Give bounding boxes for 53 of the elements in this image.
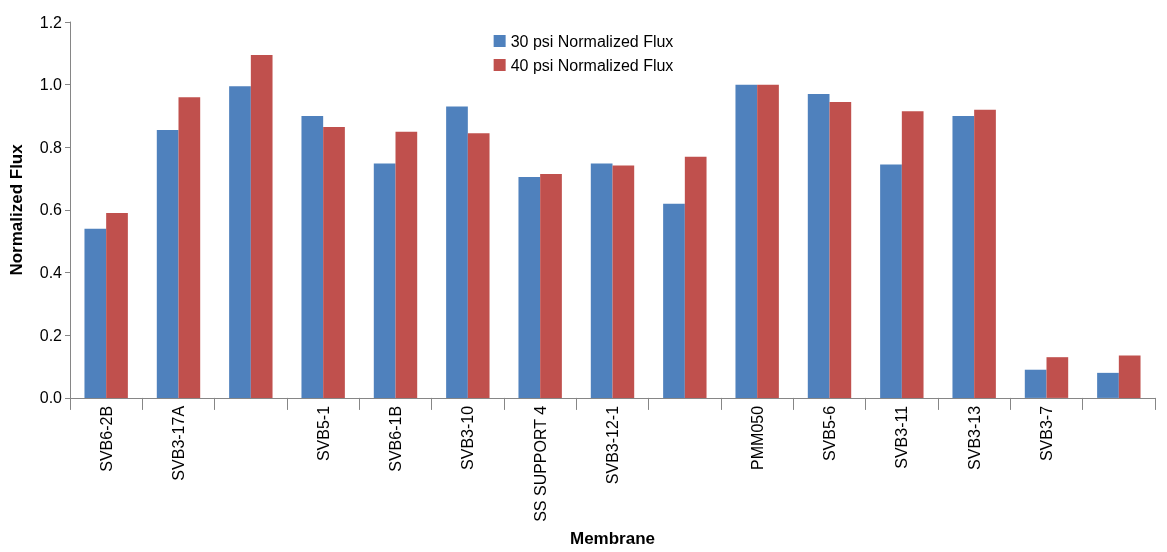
y-tick-label: 0.8 bbox=[39, 138, 63, 156]
bar bbox=[446, 106, 468, 398]
bar bbox=[229, 86, 251, 398]
x-tick-label: SVB5-6 bbox=[821, 405, 838, 462]
x-tick-label: SVB3-7 bbox=[1038, 405, 1055, 462]
bar bbox=[735, 84, 758, 398]
y-tick-label: 1.2 bbox=[39, 13, 63, 31]
x-tick-label: SVB3-11 bbox=[893, 405, 911, 469]
x-tick-label: SVB6-1B bbox=[387, 405, 404, 472]
x-tick-label: SVB3-17A bbox=[170, 405, 187, 481]
bar bbox=[540, 173, 562, 398]
y-tick-label: 0.4 bbox=[39, 264, 63, 282]
bar bbox=[395, 131, 418, 398]
bar bbox=[974, 109, 996, 398]
bar bbox=[301, 115, 324, 398]
x-tick-label: SVB3-13 bbox=[965, 405, 983, 470]
bar bbox=[807, 94, 830, 398]
bar bbox=[467, 133, 490, 398]
bar bbox=[612, 165, 635, 398]
legend-label: 30 psi Normalized Flux bbox=[510, 32, 674, 50]
bar bbox=[323, 126, 345, 398]
x-tick-label: SVB3-12-1 bbox=[604, 405, 621, 485]
x-axis-title: Membrane bbox=[569, 529, 656, 548]
bar bbox=[1046, 357, 1069, 398]
y-axis-title: Normalized Flux bbox=[7, 143, 26, 276]
x-tick-label: SVB5-1 bbox=[314, 405, 332, 462]
bar bbox=[1024, 369, 1047, 398]
bar bbox=[84, 228, 107, 398]
y-tick-label: 0.2 bbox=[39, 326, 63, 344]
bar bbox=[1118, 355, 1141, 398]
bar bbox=[178, 97, 201, 398]
x-tick-label: SVB3-10 bbox=[459, 405, 477, 470]
legend-label: 40 psi Normalized Flux bbox=[510, 56, 674, 74]
bar bbox=[518, 177, 541, 398]
bar bbox=[829, 101, 852, 398]
y-tick-label: 0.6 bbox=[39, 201, 63, 219]
bar bbox=[684, 156, 707, 398]
y-tick-label: 1.0 bbox=[39, 76, 63, 94]
y-tick-label: 0.0 bbox=[39, 389, 63, 407]
bar bbox=[663, 203, 685, 398]
x-tick-label: SVB6-2B bbox=[97, 405, 115, 472]
bar bbox=[156, 130, 179, 398]
bar bbox=[952, 115, 975, 398]
x-tick-label: PMM050 bbox=[748, 405, 766, 470]
bar bbox=[880, 164, 902, 398]
bar bbox=[1097, 372, 1119, 398]
bar bbox=[901, 111, 924, 398]
bar bbox=[590, 163, 613, 398]
bar bbox=[757, 84, 779, 398]
bar bbox=[106, 213, 128, 398]
bar bbox=[250, 54, 273, 398]
x-tick-label: SS SUPPORT 4 bbox=[531, 405, 549, 522]
bar bbox=[373, 163, 396, 398]
